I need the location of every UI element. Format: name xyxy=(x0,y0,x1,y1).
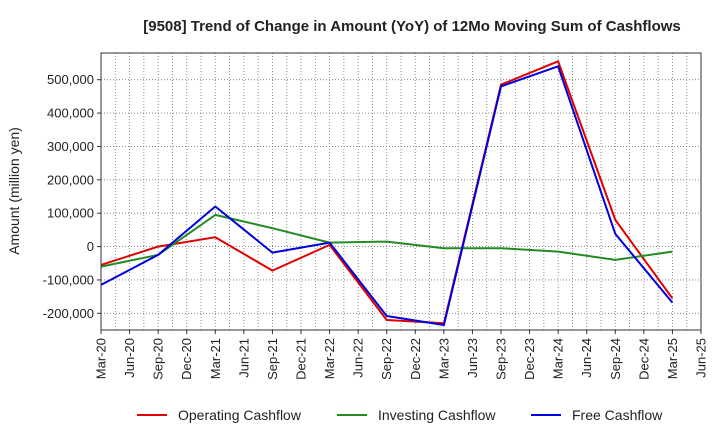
y-tick-label: -200,000 xyxy=(43,306,94,321)
x-tick-label: Jun-23 xyxy=(465,338,480,378)
x-tick-label: Mar-23 xyxy=(436,338,451,379)
grid xyxy=(101,53,701,330)
series-line-investing-cashflow xyxy=(100,213,673,268)
x-tick-label: Dec-22 xyxy=(408,338,423,380)
x-tick-label: Mar-21 xyxy=(208,338,223,379)
x-tick-label: Jun-22 xyxy=(351,338,366,378)
legend-label: Free Cashflow xyxy=(572,407,663,423)
legend-label: Investing Cashflow xyxy=(378,407,496,423)
series-layer xyxy=(100,60,674,326)
series-line-operating-cashflow xyxy=(100,60,674,325)
x-tick-label: Dec-21 xyxy=(294,338,309,380)
x-tick-label: Mar-24 xyxy=(551,338,566,379)
x-tick-label: Sep-21 xyxy=(265,338,280,380)
y-tick-label: 0 xyxy=(87,239,94,254)
y-axis-label: Amount (million yen) xyxy=(6,127,22,255)
x-tick-label: Sep-24 xyxy=(608,338,623,380)
x-tick-label: Dec-24 xyxy=(636,338,651,380)
x-tick-label: Mar-22 xyxy=(322,338,337,379)
x-tick-label: Mar-25 xyxy=(665,338,680,379)
y-tick-label: 400,000 xyxy=(47,106,94,121)
y-axis: -200,000 -100,000 0 100,000 200,000 300,000 40… xyxy=(43,72,101,321)
x-tick-label: Sep-23 xyxy=(494,338,509,380)
y-tick-label: 500,000 xyxy=(47,72,94,87)
x-tick-label: Jun-21 xyxy=(236,338,251,378)
y-tick-label: -100,000 xyxy=(43,272,94,287)
y-tick-label: 300,000 xyxy=(47,139,94,154)
x-axis: Mar-20 Jun-20 Sep-20 Dec-20 Mar-21 Jun-21 Sep-… xyxy=(94,330,709,380)
legend: Operating Cashflow Investing Cashflow Free… xyxy=(137,407,663,423)
plot-frame xyxy=(100,52,702,331)
x-tick-label: Sep-22 xyxy=(379,338,394,380)
x-tick-label: Jun-25 xyxy=(694,338,709,378)
legend-label: Operating Cashflow xyxy=(178,407,302,423)
x-tick-label: Jun-24 xyxy=(579,338,594,378)
x-tick-label: Sep-20 xyxy=(151,338,166,380)
chart-title: [9508] Trend of Change in Amount (YoY) o… xyxy=(143,18,681,35)
y-tick-label: 100,000 xyxy=(47,206,94,221)
x-tick-label: Dec-20 xyxy=(179,338,194,380)
x-tick-label: Dec-23 xyxy=(522,338,537,380)
y-tick-label: 200,000 xyxy=(47,172,94,187)
series-line-free-cashflow xyxy=(100,65,674,326)
x-tick-label: Jun-20 xyxy=(122,338,137,378)
x-tick-label: Mar-20 xyxy=(94,338,109,379)
